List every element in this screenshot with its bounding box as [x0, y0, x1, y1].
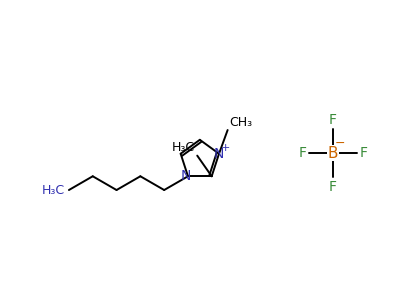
Text: H₃C: H₃C — [42, 184, 65, 197]
Text: CH₃: CH₃ — [229, 116, 252, 129]
Text: F: F — [329, 180, 337, 194]
Text: F: F — [329, 113, 337, 127]
Text: F: F — [359, 146, 367, 160]
Text: F: F — [298, 146, 306, 160]
Text: H₃C: H₃C — [171, 141, 194, 154]
Text: −: − — [334, 138, 345, 150]
Text: +: + — [220, 143, 229, 153]
Text: B: B — [327, 146, 338, 161]
Text: N: N — [181, 169, 191, 183]
Text: N: N — [214, 147, 224, 161]
